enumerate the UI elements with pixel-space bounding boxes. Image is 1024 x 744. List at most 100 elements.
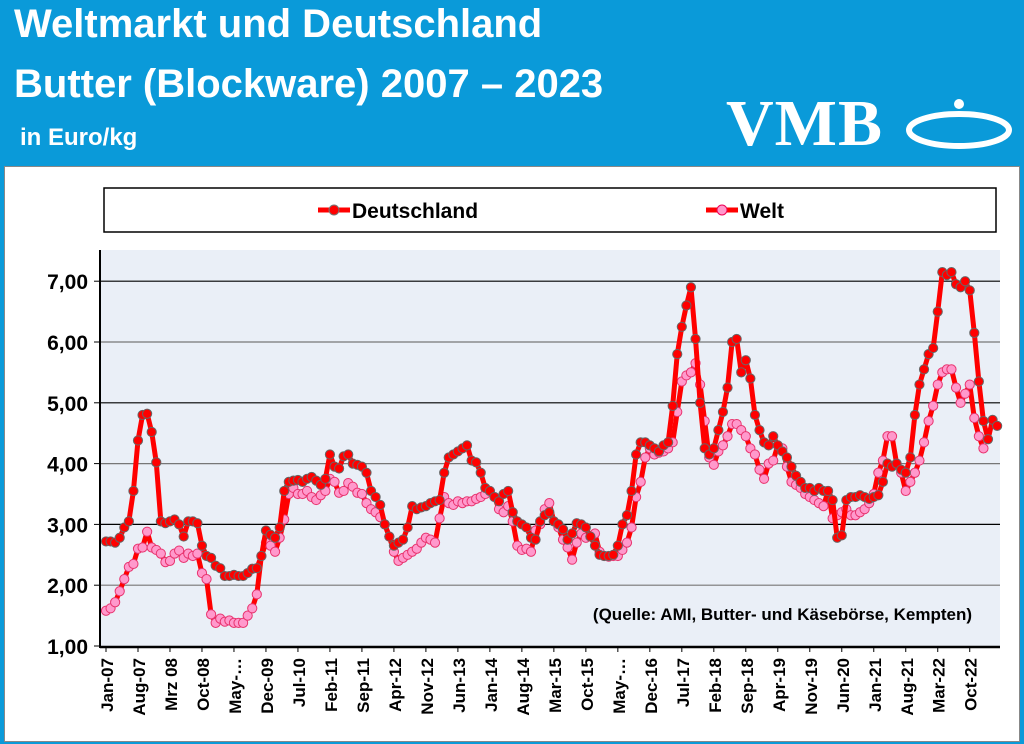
data-point (324, 449, 336, 460)
data-point (557, 524, 569, 535)
x-tick-label: Nov-19 (802, 658, 821, 715)
data-point (397, 534, 409, 545)
data-point (475, 467, 486, 478)
y-tick-label: 1,00 (47, 636, 88, 659)
data-point (151, 457, 162, 468)
data-point (754, 464, 765, 475)
data-point (333, 463, 345, 474)
data-point (708, 459, 719, 470)
data-point (174, 545, 185, 556)
data-point (781, 452, 793, 463)
data-point (914, 455, 925, 466)
data-point (155, 548, 166, 559)
data-point (146, 426, 157, 438)
data-point (873, 467, 884, 478)
data-point (722, 431, 733, 442)
data-point (192, 518, 203, 529)
data-point (567, 528, 578, 539)
x-tick-label: Nov-12 (418, 658, 437, 715)
data-point (343, 449, 354, 460)
data-point (918, 437, 930, 448)
data-point (964, 379, 975, 390)
data-point (164, 555, 176, 566)
data-point (950, 382, 962, 393)
data-point (717, 440, 729, 451)
data-point (754, 425, 765, 436)
data-point (685, 367, 697, 378)
header-banner: Weltmarkt und Deutschland Butter (Blockw… (0, 0, 1024, 160)
plot-area (100, 250, 1000, 646)
data-point (269, 532, 281, 543)
vmb-logo: VMB (726, 86, 1012, 162)
source-annotation: (Quelle: AMI, Butter- und Käsebörse, Kem… (593, 605, 972, 624)
data-point (256, 550, 267, 562)
y-tick-label: 6,00 (47, 332, 88, 355)
data-point (274, 522, 285, 533)
x-tick-label: Feb-11 (322, 658, 341, 712)
x-tick-label: Aug-21 (898, 658, 917, 716)
x-tick-label: Aug-14 (514, 657, 533, 715)
data-point (818, 501, 829, 512)
x-tick-label: Sep-11 (354, 658, 373, 713)
data-point (923, 415, 934, 427)
data-point (905, 452, 916, 463)
x-tick-label: Jul-10 (290, 658, 309, 707)
data-point (900, 467, 911, 478)
data-point (338, 485, 349, 497)
data-point (713, 425, 724, 436)
data-point (544, 507, 555, 518)
data-point (676, 321, 687, 332)
data-point (877, 476, 889, 487)
data-point (731, 333, 742, 345)
x-tick-label: Apr-19 (770, 658, 789, 712)
data-point (635, 476, 646, 487)
data-point (507, 507, 518, 518)
y-tick-label: 2,00 (47, 575, 88, 598)
data-point (110, 597, 121, 608)
data-point (429, 537, 441, 548)
data-point (530, 534, 541, 545)
series-deutschland (100, 266, 1003, 582)
data-point (329, 476, 340, 487)
data-point (525, 546, 537, 557)
data-point (685, 282, 697, 293)
data-point (978, 443, 989, 454)
data-point (667, 400, 678, 411)
data-point (695, 397, 706, 408)
data-point (758, 473, 770, 484)
data-point (370, 491, 381, 503)
data-point (964, 285, 975, 296)
data-point (932, 379, 943, 390)
data-point (640, 452, 651, 463)
data-point (745, 373, 756, 384)
y-tick-label: 3,00 (47, 514, 88, 537)
data-point (978, 415, 989, 427)
data-point (617, 519, 628, 530)
data-point (206, 552, 217, 563)
data-point (567, 554, 578, 565)
data-point (763, 440, 774, 451)
data-point (142, 408, 153, 419)
data-point (320, 473, 331, 484)
data-point (749, 409, 761, 421)
data-point (238, 617, 249, 628)
data-point (969, 412, 980, 424)
data-point (749, 449, 761, 460)
data-point (740, 355, 751, 366)
data-point (973, 431, 984, 442)
data-point (356, 488, 368, 500)
data-point (178, 531, 189, 542)
data-point (521, 522, 532, 533)
legend-box (103, 187, 997, 233)
y-tick-label: 7,00 (47, 271, 88, 294)
data-point (142, 526, 153, 537)
data-point (279, 485, 290, 497)
x-tick-label: Jan-21 (866, 658, 885, 712)
data-point (982, 434, 994, 445)
data-point (708, 443, 719, 454)
data-point (251, 563, 262, 574)
x-tick-label: Jun-13 (450, 658, 469, 713)
data-point (690, 333, 701, 345)
data-point (905, 476, 916, 487)
x-tick-label: Jul-17 (674, 658, 693, 707)
